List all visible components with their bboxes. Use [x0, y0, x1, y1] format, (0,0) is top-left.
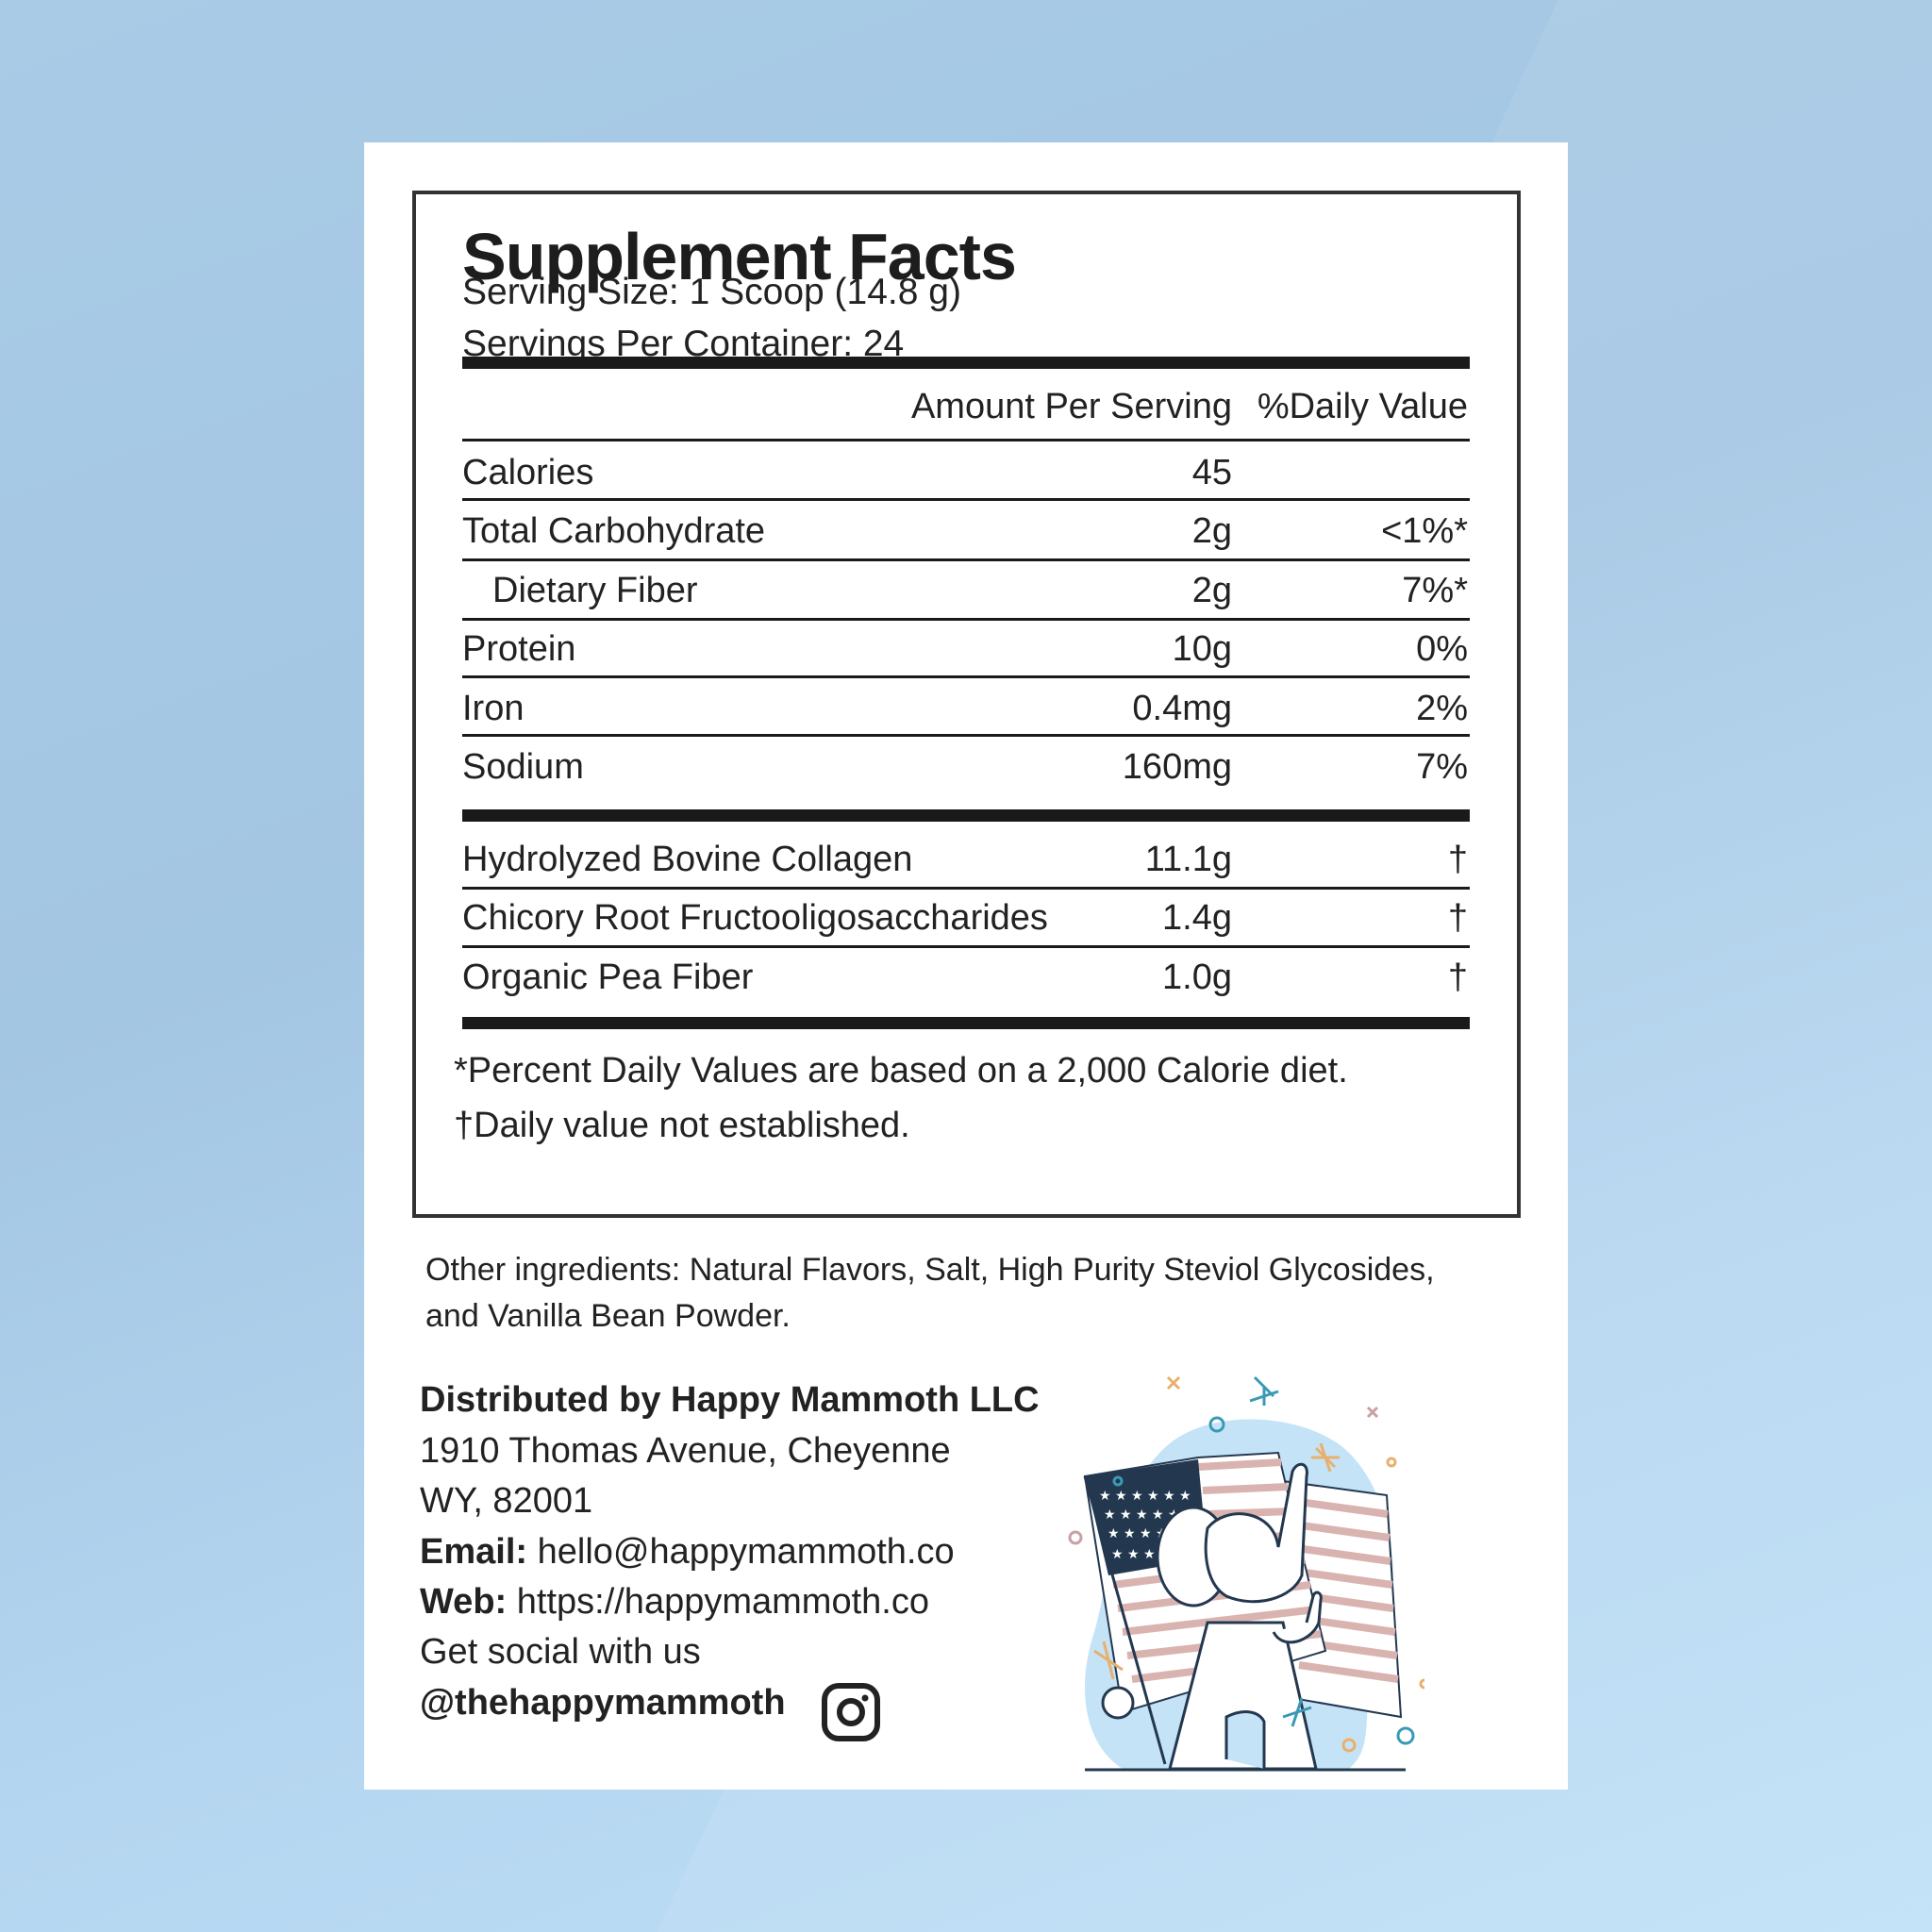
- nutrient-name: Calories: [462, 453, 594, 492]
- nutrient-amount: 2g: [1191, 571, 1232, 610]
- flag-back: [1281, 1479, 1403, 1719]
- ingredient-name: Organic Pea Fiber: [462, 958, 754, 997]
- divider: [462, 945, 1470, 948]
- ingredient-amount: 1.0g: [1162, 958, 1232, 997]
- nutrient-dv: 7%*: [1402, 571, 1468, 610]
- confetti: [1068, 1375, 1424, 1753]
- address-line-1: 1910 Thomas Avenue, Cheyenne: [420, 1431, 951, 1471]
- ingredient-amount: 1.4g: [1162, 898, 1232, 938]
- divider: [462, 439, 1470, 441]
- divider-thick: [462, 1017, 1470, 1029]
- email-label: Email:: [420, 1532, 528, 1572]
- nutrient-amount: 45: [1191, 453, 1232, 492]
- svg-text:★ ★ ★ ★ ★ ★: ★ ★ ★ ★ ★ ★: [1099, 1489, 1191, 1504]
- divider: [462, 675, 1470, 678]
- nutrient-name: Total Carbohydrate: [462, 511, 766, 551]
- supplement-facts-panel: Supplement Facts Serving Size: 1 Scoop (…: [412, 191, 1521, 1218]
- nutrient-name: Dietary Fiber: [492, 571, 698, 610]
- nutrient-amount: 160mg: [1122, 747, 1232, 787]
- footnote-not-established: †Daily value not established.: [454, 1106, 910, 1145]
- web-label: Web:: [420, 1582, 508, 1622]
- web-line: Web: https://happymammoth.co: [420, 1582, 929, 1623]
- nutrient-name: Sodium: [462, 747, 584, 787]
- divider: [462, 887, 1470, 890]
- header-daily-value: %Daily Value: [1257, 387, 1468, 426]
- serving-size: Serving Size: 1 Scoop (14.8 g): [462, 272, 961, 312]
- divider: [462, 618, 1470, 621]
- nutrient-dv: 7%: [1416, 747, 1468, 787]
- ingredient-amount: 11.1g: [1144, 840, 1232, 879]
- header-amount: Amount Per Serving: [910, 387, 1232, 426]
- email-line: Email: hello@happymammoth.co: [420, 1532, 955, 1573]
- elephant-flag-illustration: ★ ★ ★ ★ ★ ★★ ★ ★ ★ ★ ★★ ★ ★ ★ ★ ★★ ★ ★ ★…: [1068, 1375, 1424, 1772]
- ingredient-name: Hydrolyzed Bovine Collagen: [462, 840, 913, 879]
- address-line-2: WY, 82001: [420, 1481, 593, 1521]
- divider-thick: [462, 357, 1470, 369]
- nutrient-dv: 0%: [1416, 629, 1468, 669]
- label-card: Supplement Facts Serving Size: 1 Scoop (…: [364, 142, 1568, 1790]
- nutrient-dv: <1%*: [1381, 511, 1468, 551]
- divider: [462, 734, 1470, 737]
- instagram-icon[interactable]: [821, 1682, 881, 1742]
- distributor-name: Distributed by Happy Mammoth LLC: [420, 1380, 1040, 1420]
- social-text: Get social with us: [420, 1632, 701, 1672]
- email-link[interactable]: hello@happymammoth.co: [537, 1532, 955, 1572]
- instagram-handle[interactable]: @thehappymammoth: [420, 1683, 786, 1723]
- ingredient-dv: †: [1447, 840, 1468, 879]
- ingredient-dv: †: [1447, 958, 1468, 997]
- footnote-daily-values: *Percent Daily Values are based on a 2,0…: [454, 1051, 1348, 1091]
- divider-thick: [462, 809, 1470, 822]
- nutrient-dv: 2%: [1416, 689, 1468, 728]
- ingredient-name: Chicory Root Fructooligosaccharides: [462, 898, 1048, 938]
- nutrient-name: Iron: [462, 689, 525, 728]
- panel-title: Supplement Facts: [462, 220, 1017, 293]
- divider: [462, 558, 1470, 561]
- nutrient-amount: 10g: [1172, 629, 1232, 669]
- nutrient-amount: 2g: [1191, 511, 1232, 551]
- nutrient-amount: 0.4mg: [1132, 689, 1232, 728]
- web-link[interactable]: https://happymammoth.co: [516, 1582, 929, 1622]
- other-ingredients-cont: and Vanilla Bean Powder.: [425, 1298, 791, 1334]
- divider: [462, 498, 1470, 501]
- ingredient-dv: †: [1447, 898, 1468, 938]
- nutrient-name: Protein: [462, 629, 576, 669]
- elephant: [1101, 1462, 1323, 1771]
- other-ingredients: Other ingredients: Natural Flavors, Salt…: [425, 1252, 1435, 1288]
